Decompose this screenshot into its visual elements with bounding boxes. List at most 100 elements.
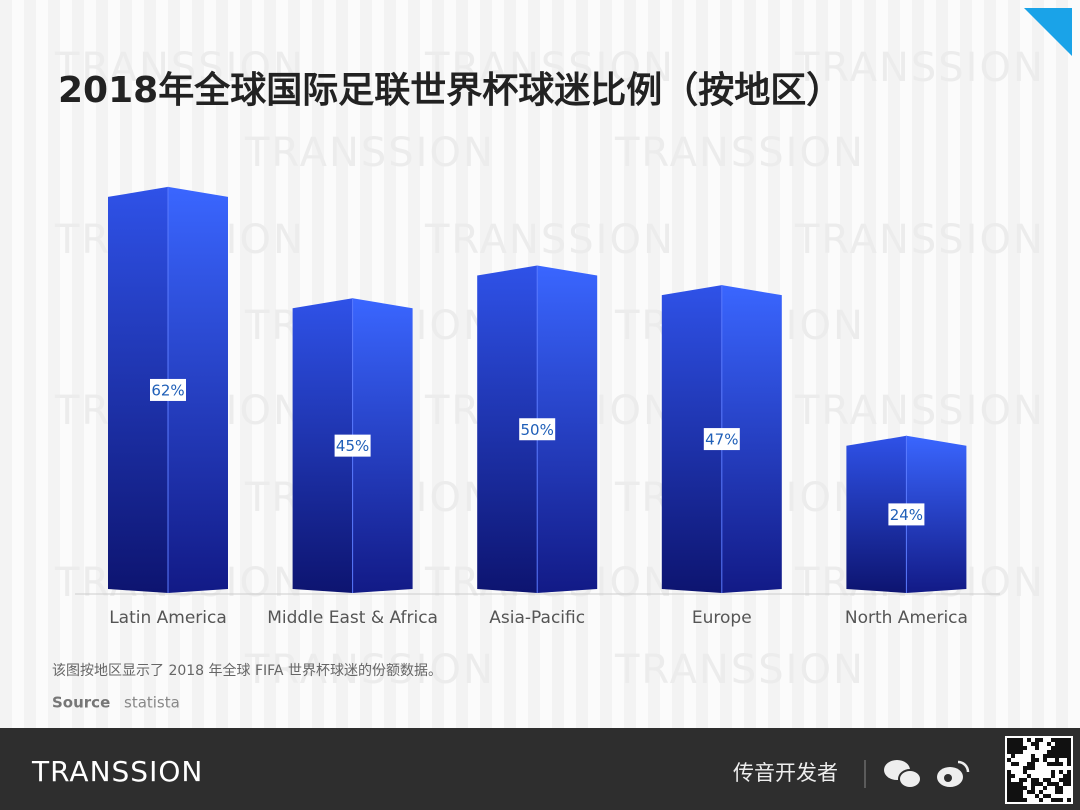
qr-cell <box>1035 758 1039 762</box>
watermark: TRANSSION <box>794 388 1045 434</box>
x-tick-label: Asia-Pacific <box>489 608 585 628</box>
qr-cell <box>1015 786 1019 790</box>
bar-left-face <box>292 298 353 593</box>
value-label: 45% <box>336 437 369 455</box>
bar-right-face <box>352 298 413 593</box>
value-label-box <box>888 503 925 526</box>
caption: 该图按地区显示了 2018 年全球 FIFA 世界杯球迷的份额数据。 <box>52 662 442 679</box>
qr-cell <box>1031 790 1035 794</box>
x-tick-label: Europe <box>692 608 752 628</box>
qr-code <box>1005 736 1073 804</box>
bars: 62% Latin America 45% Middle East & Africa 5… <box>108 186 968 628</box>
qr-cell <box>1047 778 1051 782</box>
qr-cell <box>1007 790 1011 794</box>
qr-cell <box>1039 798 1043 802</box>
qr-cell <box>1067 762 1071 766</box>
qr-cell <box>1011 762 1015 766</box>
qr-cell <box>1063 778 1067 782</box>
bar <box>661 285 782 593</box>
qr-cell <box>1043 778 1047 782</box>
qr-cell <box>1047 750 1051 754</box>
weibo-icon <box>937 760 970 787</box>
qr-cell <box>1055 758 1059 762</box>
wechat-icon <box>884 760 922 789</box>
qr-cell <box>1007 782 1011 786</box>
watermark: TRANSSION <box>424 217 675 263</box>
qr-cell <box>1023 770 1027 774</box>
qr-cell <box>1051 746 1055 750</box>
qr-cell <box>1055 786 1059 790</box>
value-label: 24% <box>890 506 923 524</box>
qr-cell <box>1007 774 1011 778</box>
qr-cell <box>1007 750 1011 754</box>
qr-cell <box>1015 794 1019 798</box>
footer-brand: TRANSSION <box>31 755 203 788</box>
qr-cell <box>1067 750 1071 754</box>
qr-cell <box>1007 758 1011 762</box>
bar-left-face <box>108 186 168 593</box>
bar-right-face <box>721 285 782 593</box>
qr-cell <box>1067 746 1071 750</box>
qr-cell <box>1063 774 1067 778</box>
qr-cell <box>1015 742 1019 746</box>
qr-cell <box>1031 786 1035 790</box>
qr-cell <box>1019 750 1023 754</box>
qr-cell <box>1051 774 1055 778</box>
qr-cell <box>1059 738 1063 742</box>
value-label-box <box>519 418 556 441</box>
qr-cell <box>1059 770 1063 774</box>
qr-cell <box>1023 746 1027 750</box>
qr-cell <box>1059 754 1063 758</box>
qr-cell <box>1055 742 1059 746</box>
qr-cell <box>1011 738 1015 742</box>
qr-cell <box>1027 790 1031 794</box>
qr-cell <box>1015 746 1019 750</box>
qr-cell <box>1019 738 1023 742</box>
qr-cell <box>1047 742 1051 746</box>
qr-cell <box>1043 758 1047 762</box>
qr-cell <box>1039 782 1043 786</box>
chart-title: 2018年全球国际足联世界杯球迷比例（按地区） <box>58 69 842 111</box>
qr-cell <box>1035 742 1039 746</box>
bar <box>292 298 413 593</box>
qr-cell <box>1059 746 1063 750</box>
qr-cell <box>1067 754 1071 758</box>
qr-cell <box>1055 746 1059 750</box>
qr-cell <box>1011 742 1015 746</box>
qr-cell <box>1011 782 1015 786</box>
watermark: TRANSSION <box>244 647 495 693</box>
value-label-box <box>703 428 740 451</box>
qr-cell <box>1039 738 1043 742</box>
qr-cell <box>1023 798 1027 802</box>
value-label: 62% <box>151 381 184 399</box>
qr-cell <box>1051 762 1055 766</box>
corner-triangle <box>1024 8 1072 56</box>
qr-cell <box>1015 798 1019 802</box>
qr-cell <box>1011 754 1015 758</box>
qr-cell <box>1051 754 1055 758</box>
watermark: TRANSSION <box>794 45 1045 91</box>
qr-cell <box>1055 798 1059 802</box>
qr-cell <box>1059 750 1063 754</box>
qr-cell <box>1007 798 1011 802</box>
qr-cell <box>1051 782 1055 786</box>
qr-cell <box>1055 738 1059 742</box>
value-label: 50% <box>521 421 554 439</box>
qr-cell <box>1063 738 1067 742</box>
qr-cell <box>1051 750 1055 754</box>
qr-cell <box>1059 790 1063 794</box>
qr-cell <box>1011 750 1015 754</box>
qr-cell <box>1035 738 1039 742</box>
footer-channel: 传音开发者 <box>733 761 838 785</box>
qr-cell <box>1047 754 1051 758</box>
qr-cell <box>1007 738 1011 742</box>
qr-cell <box>1019 742 1023 746</box>
qr-cell <box>1035 794 1039 798</box>
qr-cell <box>1007 770 1011 774</box>
bar-right-face <box>906 435 967 593</box>
qr-cell <box>1011 790 1015 794</box>
bar-right-face <box>537 265 598 593</box>
qr-cell <box>1067 758 1071 762</box>
bar-left-face <box>846 435 907 593</box>
